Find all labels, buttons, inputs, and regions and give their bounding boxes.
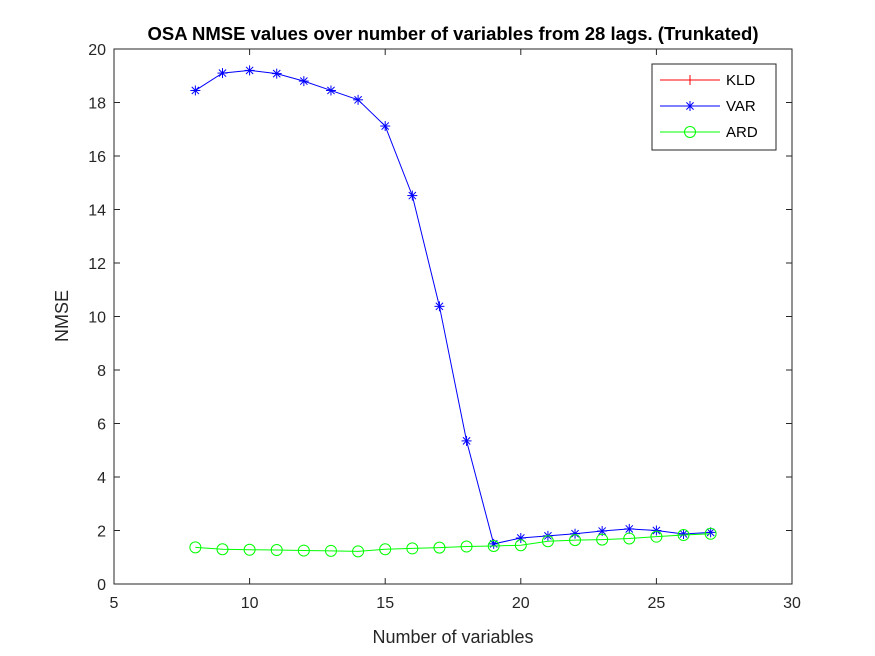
x-tick-label: 20 xyxy=(512,595,530,612)
legend-item-ard: ARD xyxy=(660,124,758,141)
data-point-ard xyxy=(406,542,419,555)
y-axis-label: NMSE xyxy=(52,290,72,342)
axes-layer: 5 10 15 20 25 30 0 2 4 6 8 10 12 14 16 18 20 xyxy=(88,42,801,612)
data-point-ard xyxy=(596,533,609,546)
y-tick-label: 2 xyxy=(97,524,106,541)
data-point-var xyxy=(217,68,228,79)
legend-marker-kld xyxy=(685,75,695,85)
data-point-var xyxy=(325,85,336,96)
chart-title: OSA NMSE values over number of variables… xyxy=(147,23,758,44)
data-point-var xyxy=(705,527,716,538)
y-tick-label: 12 xyxy=(88,256,106,273)
data-point-var xyxy=(651,525,662,536)
data-point-var xyxy=(407,190,418,201)
data-point-ard xyxy=(541,535,554,548)
x-tick-label: 5 xyxy=(110,595,119,612)
data-point-ard xyxy=(623,532,636,545)
data-point-var xyxy=(380,121,391,132)
x-tick-label: 10 xyxy=(241,595,259,612)
legend-label-ard: ARD xyxy=(726,124,758,141)
plot-frame xyxy=(113,48,793,585)
y-tick-label: 18 xyxy=(88,96,106,113)
data-point-ard xyxy=(569,534,582,547)
y-tick-label: 20 xyxy=(88,42,106,59)
x-tick-label: 30 xyxy=(783,595,801,612)
data-point-ard xyxy=(487,540,500,553)
y-tick-label: 4 xyxy=(97,470,106,487)
y-tick-label: 8 xyxy=(97,363,106,380)
y-tick-label: 16 xyxy=(88,149,106,166)
data-point-ard xyxy=(189,541,202,554)
legend-item-var: VAR xyxy=(660,98,756,115)
x-tick-label: 15 xyxy=(376,595,394,612)
data-point-ard xyxy=(270,544,283,557)
data-point-var xyxy=(624,523,635,534)
legend: KLD VAR ARD xyxy=(651,63,777,151)
data-point-var xyxy=(353,94,364,105)
data-point-var xyxy=(244,65,255,76)
y-tick-label: 6 xyxy=(97,417,106,434)
data-point-var xyxy=(434,301,445,312)
data-point-ard xyxy=(297,544,310,557)
legend-item-kld: KLD xyxy=(660,72,755,89)
data-point-var xyxy=(271,68,282,79)
data-point-ard xyxy=(514,539,527,552)
legend-marker-var xyxy=(685,101,695,111)
data-point-var xyxy=(461,435,472,446)
series-line-ard xyxy=(195,533,711,552)
legend-label-var: VAR xyxy=(726,98,756,115)
data-point-ard xyxy=(650,530,663,543)
data-point-ard xyxy=(460,540,473,553)
legend-box xyxy=(651,63,777,151)
data-point-ard xyxy=(324,544,337,557)
data-layer xyxy=(189,65,717,558)
data-point-var xyxy=(678,528,689,539)
data-point-ard xyxy=(704,527,717,540)
y-tick-label: 10 xyxy=(88,310,106,327)
y-tick-label: 0 xyxy=(97,577,106,594)
data-point-ard xyxy=(243,543,256,556)
data-point-ard xyxy=(677,529,690,542)
data-point-ard xyxy=(379,543,392,556)
data-point-ard xyxy=(352,545,365,558)
y-tick-label: 14 xyxy=(88,203,106,220)
x-axis-label: Number of variables xyxy=(372,627,533,647)
legend-label-kld: KLD xyxy=(726,72,755,89)
data-point-var xyxy=(570,528,581,539)
legend-marker-ard xyxy=(684,126,696,138)
x-tick-label: 25 xyxy=(648,595,666,612)
data-point-var xyxy=(298,76,309,87)
data-point-ard xyxy=(216,543,229,556)
data-point-var xyxy=(190,85,201,96)
data-point-ard xyxy=(433,541,446,554)
